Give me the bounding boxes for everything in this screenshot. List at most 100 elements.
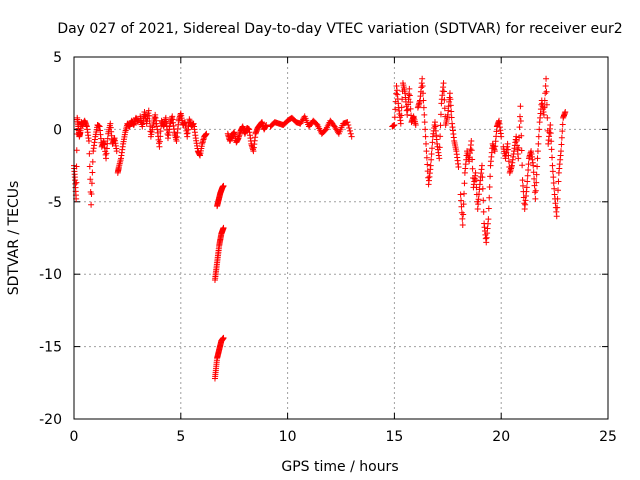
data-point: [393, 90, 400, 97]
data-point: [459, 215, 466, 222]
data-point: [220, 334, 227, 341]
data-point: [419, 75, 426, 82]
data-point: [436, 155, 443, 162]
data-point: [472, 169, 479, 176]
data-point: [543, 88, 550, 95]
data-point: [448, 114, 455, 121]
data-point: [480, 208, 487, 215]
data-points: [71, 75, 569, 382]
data-point: [536, 126, 543, 133]
data-point: [89, 158, 96, 165]
data-point: [559, 128, 566, 135]
data-point: [461, 180, 468, 187]
y-axis-label: SDTVAR / TECUs: [6, 181, 22, 296]
data-point: [535, 133, 542, 140]
data-point: [504, 140, 511, 147]
data-point: [532, 195, 539, 202]
data-point: [516, 124, 523, 131]
data-point: [533, 179, 540, 186]
data-point: [540, 111, 547, 118]
data-point: [548, 138, 555, 145]
y-tick-label: -15: [39, 340, 62, 356]
data-point: [404, 111, 411, 118]
data-point: [437, 133, 444, 140]
data-point: [157, 133, 164, 140]
x-tick-label: 25: [599, 429, 617, 445]
data-point: [220, 224, 227, 231]
data-point: [437, 111, 444, 118]
data-point: [468, 147, 475, 154]
y-tick-label: 0: [53, 122, 62, 138]
data-point: [533, 171, 540, 178]
data-point: [422, 133, 429, 140]
data-point: [515, 144, 522, 151]
data-point: [550, 174, 557, 181]
y-tick-label: -10: [39, 267, 62, 283]
data-point: [441, 105, 448, 112]
data-point: [203, 130, 210, 137]
data-point: [407, 105, 414, 112]
data-point: [436, 144, 443, 151]
data-point: [485, 216, 492, 223]
y-tick-label: 5: [53, 50, 62, 66]
data-point: [542, 90, 549, 97]
data-point: [519, 182, 526, 189]
data-point: [517, 103, 524, 110]
data-point: [485, 205, 492, 212]
data-point: [345, 122, 352, 129]
data-point: [437, 122, 444, 129]
data-point: [406, 92, 413, 99]
data-point: [263, 122, 270, 129]
data-point: [542, 82, 549, 89]
data-point: [423, 154, 430, 161]
data-point: [440, 80, 447, 87]
data-point: [518, 147, 525, 154]
data-point: [460, 201, 467, 208]
data-point: [147, 123, 154, 130]
data-point: [543, 75, 550, 82]
data-point: [549, 154, 556, 161]
data-point: [518, 132, 525, 139]
data-point: [541, 104, 548, 111]
data-point: [420, 90, 427, 97]
data-point: [429, 139, 436, 146]
x-tick-label: 10: [279, 429, 297, 445]
axis-ticks: 0 5 10 15 20 25 -20 -15 -10 -5 0 5: [39, 50, 617, 445]
data-point: [558, 134, 565, 141]
plot-frame: [73, 56, 609, 420]
data-point: [531, 189, 538, 196]
data-point: [398, 104, 405, 111]
y-tick-label: -20: [39, 412, 62, 428]
grid-lines: [74, 57, 608, 419]
data-point: [549, 168, 556, 175]
data-point: [391, 122, 398, 129]
data-point: [505, 152, 512, 159]
data-point: [405, 91, 412, 98]
data-point: [480, 197, 487, 204]
data-point: [89, 169, 96, 176]
data-point: [562, 109, 569, 116]
data-point: [469, 165, 476, 172]
data-point: [478, 162, 485, 169]
data-point: [146, 112, 153, 119]
data-point: [446, 90, 453, 97]
data-point: [505, 146, 512, 153]
data-point: [428, 156, 435, 163]
data-point: [145, 107, 152, 114]
data-point: [88, 201, 95, 208]
data-point: [398, 112, 405, 119]
data-point: [440, 88, 447, 95]
data-point: [530, 162, 537, 169]
data-point: [391, 114, 398, 121]
data-point: [86, 163, 93, 170]
x-tick-label: 0: [70, 429, 79, 445]
data-point: [532, 187, 539, 194]
data-point: [156, 138, 163, 145]
data-point: [399, 96, 406, 103]
data-point: [543, 101, 550, 108]
data-point: [472, 177, 479, 184]
data-point: [558, 141, 565, 148]
data-point: [534, 155, 541, 162]
data-point: [535, 140, 542, 147]
